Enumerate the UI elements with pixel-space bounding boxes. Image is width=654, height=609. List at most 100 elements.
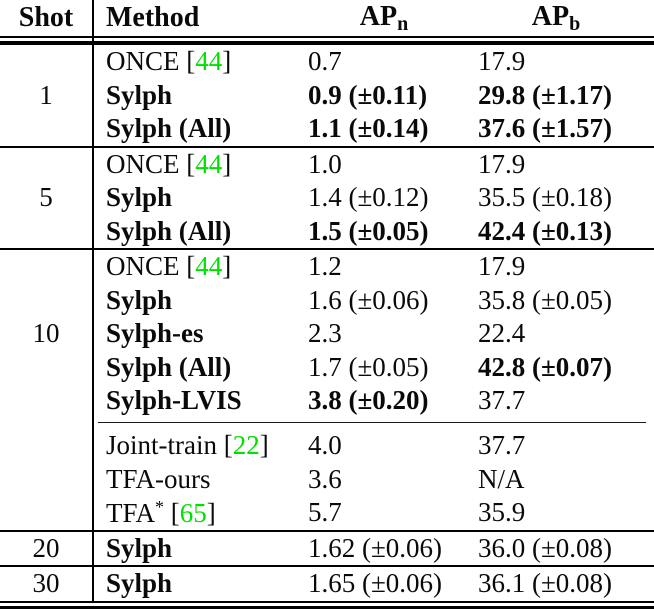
method-cell: Joint-train [22] (92, 430, 308, 461)
shot-label (0, 429, 92, 530)
apn-value: 0.7 (308, 46, 342, 77)
method-label: Sylph (All) (106, 113, 232, 144)
apn-value: 4.0 (308, 430, 342, 461)
table-header-row: Shot Method APn APb (0, 0, 654, 36)
shot-group: 30 Sylph 1.65 (±0.06) 36.1 (±0.08) (0, 567, 654, 601)
apn-value: 3.6 (308, 463, 342, 494)
shot-value: 30 (32, 568, 60, 599)
citation-link[interactable]: 44 (195, 148, 223, 179)
group-rows: ONCE [44] 0.7 17.9 Sylph 0.9 (±0.11) 29.8 (±1… (92, 45, 654, 146)
table-row: ONCE [44] 1.2 17.9 (92, 250, 654, 284)
table-row: Joint-train [22] 4.0 37.7 (92, 429, 654, 463)
apb-value: 36.0 (±0.08) (478, 532, 613, 563)
method-cell: Sylph (92, 80, 308, 111)
method-label: Sylph (106, 182, 173, 213)
method-superscript: * (155, 496, 165, 517)
shot-label: 5 (0, 148, 92, 249)
shot-group: Joint-train [22] 4.0 37.7 TFA-ours 3.6 N/A TFA… (0, 429, 654, 530)
column-header-ap-novel: APn (308, 1, 478, 36)
citation-bracket-open: [ (179, 46, 196, 77)
table-body: 1 ONCE [44] 0.7 17.9 Sylph 0.9 (±0.11) 29.8 (±… (0, 45, 654, 601)
citation-link[interactable]: 44 (195, 46, 223, 77)
table-row: ONCE [44] 1.0 17.9 (92, 148, 654, 182)
group-separator-rule (0, 565, 654, 567)
table-row: Sylph-es 2.3 22.4 (92, 317, 654, 351)
table-row: Sylph 0.9 (±0.11) 29.8 (±1.17) (92, 79, 654, 113)
shot-group: 5 ONCE [44] 1.0 17.9 Sylph 1.4 (±0.12) 35.5 (±… (0, 148, 654, 249)
method-label: Sylph-es (106, 318, 204, 349)
apn-value: 1.2 (308, 251, 342, 282)
method-cell: ONCE [44] (92, 46, 308, 77)
shot-group: 10 ONCE [44] 1.2 17.9 Sylph 1.6 (±0.06) 35.8 (… (0, 250, 654, 418)
shot-group: 20 Sylph 1.62 (±0.06) 36.0 (±0.08) (0, 532, 654, 566)
bottom-double-rule (0, 600, 654, 609)
apb-header-base: AP (531, 0, 570, 32)
table-row: Sylph (All) 1.5 (±0.05) 42.4 (±0.13) (92, 215, 654, 249)
apb-value: 36.1 (±0.08) (478, 568, 613, 599)
apb-value: 35.5 (±0.18) (478, 182, 613, 213)
table-row: Sylph 1.6 (±0.06) 35.8 (±0.05) (92, 284, 654, 318)
shot-group: 1 ONCE [44] 0.7 17.9 Sylph 0.9 (±0.11) 29.8 (±… (0, 45, 654, 146)
header-double-rule (0, 36, 654, 45)
table-row: Sylph-LVIS 3.8 (±0.20) 37.7 (92, 384, 654, 418)
apb-value: 35.8 (±0.05) (478, 284, 613, 315)
table-row: Sylph 1.62 (±0.06) 36.0 (±0.08) (92, 532, 654, 566)
method-header-label: Method (106, 2, 200, 33)
apn-value: 1.7 (±0.05) (308, 351, 429, 382)
citation-link[interactable]: 44 (195, 251, 223, 282)
citation-link[interactable]: 22 (232, 430, 260, 461)
group-separator-rule (0, 529, 654, 532)
citation-bracket-open: [ (216, 430, 233, 461)
group-rows: Sylph 1.65 (±0.06) 36.1 (±0.08) (92, 567, 654, 601)
group-rows: ONCE [44] 1.2 17.9 Sylph 1.6 (±0.06) 35.8 (±0… (92, 250, 654, 418)
apb-header-subscript: b (569, 12, 581, 35)
method-label: Sylph (106, 568, 173, 599)
apn-value: 1.1 (±0.14) (308, 113, 429, 144)
method-cell: Sylph (92, 533, 308, 564)
column-header-shot: Shot (0, 2, 92, 34)
table-row: TFA* [65] 5.7 35.9 (92, 496, 654, 530)
method-cell: Sylph (All) (92, 113, 308, 144)
apb-value: 17.9 (478, 148, 526, 179)
method-label: Sylph-LVIS (106, 385, 242, 416)
shot-label: 1 (0, 45, 92, 146)
method-label: TFA-ours (106, 463, 211, 494)
apb-value: 37.7 (478, 385, 526, 416)
apn-value: 1.5 (±0.05) (308, 215, 429, 246)
table-row: Sylph 1.4 (±0.12) 35.5 (±0.18) (92, 181, 654, 215)
method-label: ONCE (106, 251, 180, 282)
group-rows: Joint-train [22] 4.0 37.7 TFA-ours 3.6 N/A TFA… (92, 429, 654, 530)
apn-value: 0.9 (±0.11) (308, 79, 428, 110)
apn-value: 1.65 (±0.06) (308, 568, 443, 599)
method-label: Sylph (All) (106, 215, 232, 246)
shot-value: 5 (39, 182, 53, 213)
citation-bracket-close: ] (259, 430, 269, 461)
apb-value: 29.8 (±1.17) (478, 79, 613, 110)
apn-value: 2.3 (308, 318, 342, 349)
apn-value: 1.6 (±0.06) (308, 284, 429, 315)
table-row: Sylph 1.65 (±0.06) 36.1 (±0.08) (92, 567, 654, 601)
citation-bracket-open: [ (179, 148, 196, 179)
shot-label: 10 (0, 250, 92, 418)
apb-value: 17.9 (478, 251, 526, 282)
method-cell: Sylph-es (92, 318, 308, 349)
method-cell: TFA* [65] (92, 497, 308, 529)
column-header-ap-base: APb (478, 1, 654, 36)
method-label: ONCE (106, 46, 180, 77)
shot-value: 20 (32, 532, 60, 563)
shot-header-label: Shot (18, 2, 74, 33)
citation-bracket-close: ] (222, 46, 232, 77)
table-row: Sylph (All) 1.7 (±0.05) 42.8 (±0.07) (92, 351, 654, 385)
citation-bracket-close: ] (222, 251, 232, 282)
citation-bracket-close: ] (206, 497, 216, 528)
citation-link[interactable]: 65 (179, 497, 207, 528)
table-row: Sylph (All) 1.1 (±0.14) 37.6 (±1.57) (92, 112, 654, 146)
shot-label: 30 (0, 567, 92, 601)
group-separator-rule (0, 248, 654, 250)
shot-label: 20 (0, 532, 92, 566)
method-cell: Sylph (All) (92, 352, 308, 383)
group-rows: Sylph 1.62 (±0.06) 36.0 (±0.08) (92, 532, 654, 566)
method-label: TFA (106, 497, 156, 528)
citation-bracket-close: ] (222, 148, 232, 179)
